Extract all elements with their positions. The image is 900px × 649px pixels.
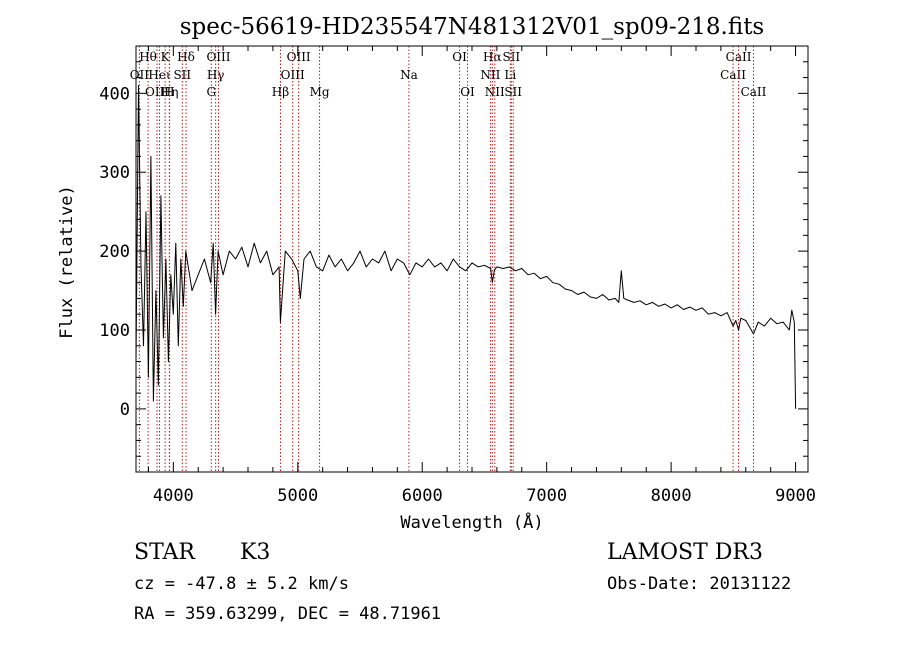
series-line-flux: [135, 84, 797, 409]
x-axis-label: Wavelength (Å): [400, 511, 543, 533]
marker-label-1: Hθ: [139, 50, 157, 64]
y-tick-label-1: 100: [99, 321, 130, 341]
marker-label-7: SII: [173, 68, 191, 82]
x-tick-label-3: 7000: [526, 486, 567, 506]
x-tick-label-2: 6000: [402, 486, 443, 506]
marker-label-23: SII: [502, 50, 520, 64]
y-tick-label-0: 0: [120, 400, 130, 420]
axes-frame: [135, 45, 809, 473]
survey-name: LAMOST DR3: [607, 540, 763, 565]
marker-label-9: G: [206, 85, 216, 99]
x-tick-label-0: 4000: [153, 486, 194, 506]
x-tick-label-4: 8000: [651, 486, 692, 506]
marker-label-20: Hα: [483, 50, 502, 64]
marker-label-22: Li: [504, 68, 516, 82]
y-tick-label-4: 400: [99, 84, 130, 104]
coordinates: RA = 359.63299, DEC = 48.71961: [134, 604, 442, 624]
emission-line-markers: OIIHθOIIIHeιKHηHSIIHδGHγOIIIHβOIIIOIIIMg…: [130, 46, 767, 472]
chart-title: spec-56619-HD235547N481312V01_sp09-218.f…: [180, 14, 765, 40]
marker-label-18: OI: [460, 85, 475, 99]
marker-label-10: Hγ: [207, 68, 225, 82]
marker-label-21: NII: [485, 85, 505, 99]
y-axis-label: Flux (relative): [57, 185, 77, 339]
object-class: STAR: [134, 540, 195, 565]
spectral-subclass: K3: [240, 540, 271, 565]
marker-label-16: Na: [400, 68, 418, 82]
redshift-cz: cz = -47.8 ± 5.2 km/s: [134, 574, 349, 594]
marker-label-24: SII: [504, 85, 522, 99]
y-tick-label-3: 300: [99, 163, 130, 183]
marker-label-6: H: [164, 85, 174, 99]
marker-label-27: CaII: [741, 85, 767, 99]
marker-label-11: OIII: [206, 50, 230, 64]
marker-label-13: OIII: [281, 68, 305, 82]
marker-label-3: Heι: [148, 68, 171, 82]
marker-label-0: OII: [130, 68, 150, 82]
marker-label-17: OI: [452, 50, 467, 64]
plot-area: 4000 5000 6000 7000 8000 9000 0 100 200 300 400: [99, 45, 816, 506]
marker-label-4: K: [161, 50, 171, 64]
marker-label-8: Hδ: [177, 50, 195, 64]
marker-label-14: OIII: [287, 50, 311, 64]
marker-label-26: CaII: [726, 50, 752, 64]
marker-label-25: CaII: [720, 68, 746, 82]
observation-date: Obs-Date: 20131122: [607, 574, 792, 594]
x-tick-label-1: 5000: [277, 486, 318, 506]
marker-label-12: Hβ: [272, 85, 289, 99]
x-tick-label-5: 9000: [775, 486, 816, 506]
marker-label-19: NII: [480, 68, 500, 82]
marker-label-2: OIII: [145, 85, 169, 99]
marker-label-15: Mg: [310, 85, 330, 99]
y-tick-label-2: 200: [99, 242, 130, 262]
